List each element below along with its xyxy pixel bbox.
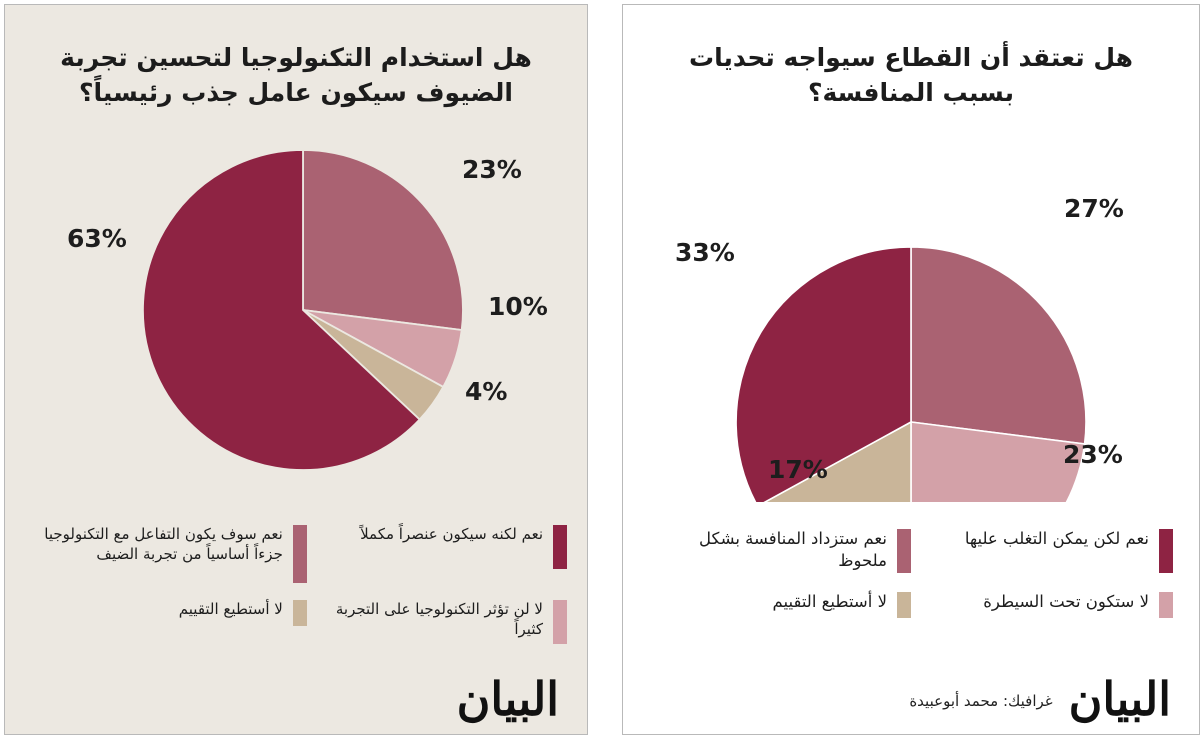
- legend-row: لا ستكون تحت السيطرة لا أستطيع التقييم: [649, 591, 1173, 618]
- legend-row: نعم لكنه سيكون عنصراً مكملاً نعم سوف يكو…: [25, 524, 567, 583]
- legend-swatch-icon: [292, 524, 307, 583]
- pie-right-svg: [142, 148, 464, 471]
- legend-label: نعم ستزداد المنافسة بشكل ملحوظ: [699, 528, 887, 570]
- legend-right: نعم لكنه سيكون عنصراً مكملاً نعم سوف يكو…: [5, 524, 587, 660]
- graphic-credit: غرافيك: محمد أبوعبيدة: [909, 692, 1053, 710]
- legend-item-left-2[interactable]: لا ستكون تحت السيطرة: [911, 591, 1173, 618]
- legend-row: لا لن تؤثر التكنولوجيا على التجربة كثيرا…: [25, 599, 567, 644]
- pie-slice-left-a: [910, 245, 1087, 445]
- pie-slice-right-d: [142, 148, 421, 471]
- panel-technology-attraction: هل استخدام التكنولوجيا لتحسين تجربة الضي…: [4, 4, 588, 735]
- legend-swatch-icon: [553, 524, 567, 569]
- legend-label: نعم لكنه سيكون عنصراً مكملاً: [360, 524, 543, 543]
- page-title-right: هل استخدام التكنولوجيا لتحسين تجربة الضي…: [60, 42, 532, 108]
- legend-label: نعم سوف يكون التفاعل مع التكنولوجيا جزءا…: [44, 524, 283, 563]
- albayan-logo: البيان: [1068, 672, 1172, 726]
- legend-item-left-3[interactable]: لا أستطيع التقييم: [649, 591, 911, 618]
- legend-item-left-0[interactable]: نعم لكن يمكن التغلب عليها: [911, 528, 1173, 573]
- legend-swatch-icon: [292, 599, 307, 626]
- legend-item-right-2[interactable]: لا لن تؤثر التكنولوجيا على التجربة كثيرا…: [307, 599, 567, 644]
- legend-label: لا أستطيع التقييم: [772, 591, 887, 611]
- pie-slice-left-d: [735, 245, 912, 502]
- legend-label: لا ستكون تحت السيطرة: [983, 591, 1149, 611]
- legend-swatch-icon: [1159, 528, 1173, 573]
- pie-slice-right-a: [302, 148, 464, 331]
- legend-swatch-icon: [897, 591, 911, 618]
- legend-row: نعم لكن يمكن التغلب عليها نعم ستزداد الم…: [649, 528, 1173, 573]
- legend-swatch-icon: [897, 528, 911, 573]
- legend-swatch-icon: [553, 599, 567, 644]
- pie-label-right-10: 10%: [488, 291, 548, 321]
- legend-item-right-0[interactable]: نعم لكنه سيكون عنصراً مكملاً: [307, 524, 567, 569]
- panel-divider: [588, 0, 622, 739]
- pie-chart-right: 23% 10% 4% 63%: [5, 132, 587, 502]
- legend-label: لا أستطيع التقييم: [178, 599, 283, 618]
- footer-left: البيان غرافيك: محمد أبوعبيدة: [623, 676, 1199, 722]
- legend-item-left-1[interactable]: نعم ستزداد المنافسة بشكل ملحوظ: [649, 528, 911, 573]
- pie-label-right-63: 63%: [67, 223, 127, 253]
- legend-left: نعم لكن يمكن التغلب عليها نعم ستزداد الم…: [623, 528, 1199, 634]
- albayan-logo: البيان: [456, 672, 560, 726]
- legend-label: نعم لكن يمكن التغلب عليها: [964, 528, 1149, 548]
- pie-slice-left-b: [910, 420, 1086, 502]
- pie-label-right-23: 23%: [462, 154, 522, 184]
- pie-label-left-33: 33%: [675, 237, 735, 267]
- pie-label-left-27: 27%: [1064, 193, 1124, 223]
- panel-competition-challenges: هل تعتقد أن القطاع سيواجه تحديات بسبب ال…: [622, 4, 1200, 735]
- pie-label-right-4: 4%: [465, 376, 508, 406]
- legend-swatch-icon: [1159, 591, 1173, 618]
- page-title-left: هل تعتقد أن القطاع سيواجه تحديات بسبب ال…: [689, 42, 1133, 108]
- legend-item-right-3[interactable]: لا أستطيع التقييم: [25, 599, 307, 626]
- pie-chart-left: 27% 23% 17% 33%: [623, 132, 1199, 502]
- footer-right: البيان: [5, 676, 587, 722]
- pie-left-svg: [735, 245, 1087, 502]
- pie-label-left-17: 17%: [768, 454, 828, 484]
- legend-item-right-1[interactable]: نعم سوف يكون التفاعل مع التكنولوجيا جزءا…: [25, 524, 307, 583]
- legend-label: لا لن تؤثر التكنولوجيا على التجربة كثيرا…: [335, 599, 543, 638]
- pie-label-left-23: 23%: [1063, 439, 1123, 469]
